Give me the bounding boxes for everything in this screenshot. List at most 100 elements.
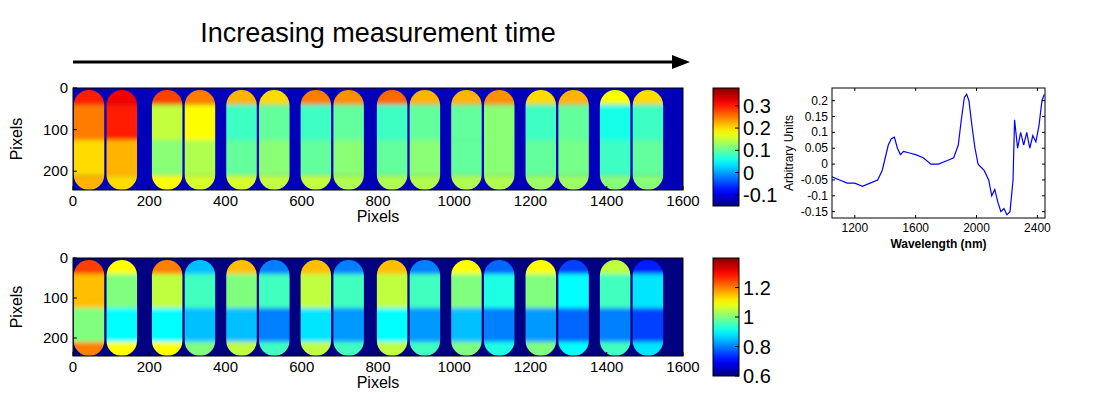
capsule-cells [558,260,589,356]
capsule [185,90,216,190]
y-axis-title: Arbitrary Units [782,115,796,191]
x-tick [73,186,74,190]
plot-area [73,88,683,190]
capsule [301,90,332,190]
x-tick-label: 0 [69,192,77,209]
capsule-cells [259,260,290,356]
cell [377,260,408,274]
x-tick [1037,215,1038,218]
colorbar-tick-label: 0.6 [743,365,771,387]
y-tick-right [1042,100,1045,101]
x-tick [301,186,302,190]
x-tick-label: 1600 [666,192,699,209]
cell [526,274,557,308]
capsule [107,90,138,190]
cell [333,90,364,105]
cell [185,260,216,274]
cell [259,105,290,140]
capsule [74,90,105,190]
cell [301,308,332,342]
y-tick-right [1042,116,1045,117]
capsule-cells [633,90,664,190]
cell [107,175,138,190]
cell [301,342,332,356]
capsule [152,90,183,190]
capsule-cells [226,260,257,356]
cell [377,90,408,105]
cell [377,140,408,175]
cell [377,342,408,356]
cell [558,175,589,190]
y-tick-label: 0 [60,249,68,266]
capsule [410,90,441,190]
y-tick [73,129,77,130]
capsule-cells [526,260,557,356]
x-tick-label: 200 [137,358,162,375]
cell [301,90,332,105]
y-tick-label: -0.1 [807,189,828,203]
cell [226,260,257,274]
x-tick-label: 1600 [902,221,929,235]
cell [259,140,290,175]
cell [451,175,482,190]
cell [152,342,183,356]
x-tick [225,352,226,356]
cell [558,140,589,175]
capsule-cells [484,90,515,190]
cell [451,342,482,356]
capsule [526,260,557,356]
colorbar-tick-label: 0.2 [743,117,771,139]
y-tick-right [1042,211,1045,212]
cell [600,342,630,356]
x-tick [683,186,684,190]
cell [558,308,589,342]
capsule-cells [152,90,183,190]
cell [333,175,364,190]
capsule [558,90,589,190]
capsule [451,90,482,190]
x-tick [976,215,977,218]
cell [600,90,630,105]
capsule [333,90,364,190]
colorbar [713,88,739,206]
capsule-cells [107,260,138,356]
capsule-cells [74,260,105,356]
cell [526,90,557,105]
y-tick [832,132,835,133]
cell [600,105,630,140]
y-tick-label: -0.15 [801,205,829,219]
cell [633,90,664,105]
cell [185,342,216,356]
capsule-cells [226,90,257,190]
cell [451,308,482,342]
capsule [451,260,482,356]
cell [633,175,664,190]
x-tick-label: 400 [213,192,238,209]
capsule-cells [451,260,482,356]
y-tick [832,116,835,117]
cell [226,140,257,175]
figure: Increasing measurement time0200400600800… [0,0,1100,405]
cell [74,260,105,274]
colorbar-tick-label: -0.1 [743,184,777,206]
colorbar-tick-label: 0.3 [743,95,771,117]
x-tick-label: 1200 [514,192,547,209]
capsule-cells [377,260,408,356]
cell [451,260,482,274]
cell [526,105,557,140]
cell [451,105,482,140]
cell [484,342,515,356]
colorbar-tick [735,150,739,151]
cell [107,274,138,308]
y-tick-right [1042,179,1045,180]
capsule-cells [410,260,441,356]
capsule [558,260,589,356]
y-tick [832,148,835,149]
cell [451,274,482,308]
cell [333,260,364,274]
y-tick-right [1042,148,1045,149]
cell [484,105,515,140]
x-tick [530,186,531,190]
x-tick [683,352,684,356]
colorbar-tick [735,346,739,347]
